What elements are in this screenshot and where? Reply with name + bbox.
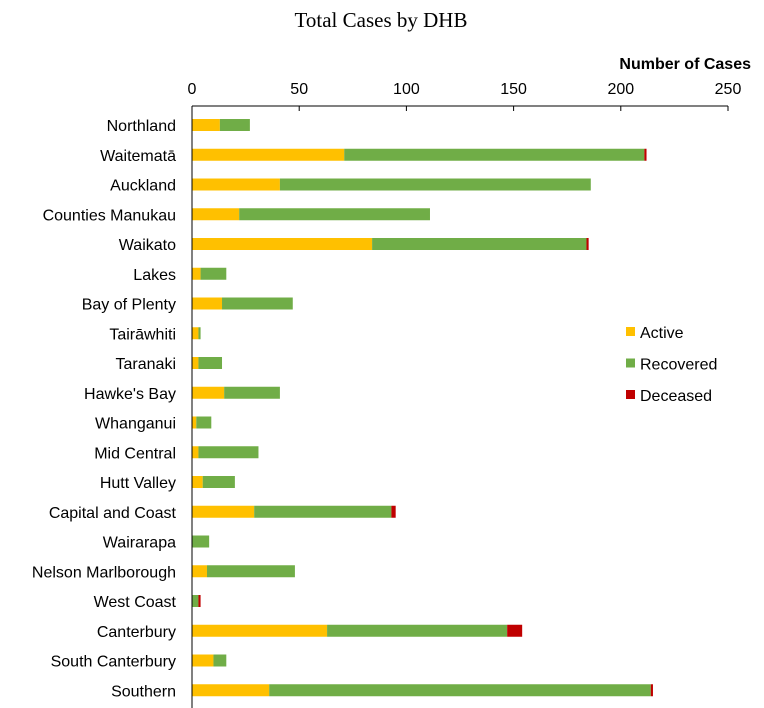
category-label: Waitematā bbox=[100, 148, 176, 165]
bar-active-6 bbox=[192, 297, 223, 310]
bar-deceased-19 bbox=[650, 684, 653, 697]
bar-recovered-2 bbox=[279, 178, 591, 191]
bar-deceased-13 bbox=[391, 505, 396, 518]
bar-active-17 bbox=[192, 624, 328, 637]
bar-recovered-16 bbox=[192, 595, 199, 607]
category-label: Waikato bbox=[119, 237, 176, 254]
bar-active-1 bbox=[192, 148, 345, 161]
legend-swatch-active bbox=[626, 327, 635, 336]
category-label: Tairāwhiti bbox=[109, 326, 176, 343]
bar-recovered-13 bbox=[254, 505, 392, 518]
legend-label-recovered: Recovered bbox=[640, 357, 717, 374]
bar-deceased-4 bbox=[586, 238, 589, 250]
x-axis: 0 50 100 150 200 250 bbox=[188, 81, 742, 111]
bar-active-19 bbox=[192, 684, 270, 697]
category-label: Counties Manukau bbox=[43, 207, 176, 224]
category-label: Nelson Marlborough bbox=[32, 564, 176, 581]
bar-active-9 bbox=[192, 386, 225, 399]
bar-recovered-11 bbox=[198, 446, 259, 459]
bar-active-12 bbox=[192, 476, 203, 488]
bar-active-8 bbox=[192, 357, 199, 369]
category-label: Hutt Valley bbox=[100, 475, 176, 492]
x-tick-label: 250 bbox=[715, 81, 742, 98]
category-label: Lakes bbox=[133, 267, 176, 284]
bar-recovered-14 bbox=[192, 535, 210, 548]
bar-active-18 bbox=[192, 654, 214, 667]
category-label: West Coast bbox=[94, 594, 177, 611]
bar-recovered-19 bbox=[269, 684, 651, 697]
legend: Active Recovered Deceased bbox=[626, 325, 717, 405]
bar-recovered-0 bbox=[219, 119, 250, 131]
category-label: Bay of Plenty bbox=[82, 297, 176, 314]
category-label: Hawke's Bay bbox=[84, 386, 176, 403]
bar-recovered-6 bbox=[222, 297, 293, 310]
bar-active-7 bbox=[192, 327, 199, 340]
bars bbox=[192, 119, 653, 697]
x-tick-label: 0 bbox=[188, 81, 197, 98]
x-tick-label: 150 bbox=[500, 81, 527, 98]
bar-active-0 bbox=[192, 119, 220, 131]
bar-recovered-17 bbox=[327, 624, 508, 637]
bar-recovered-12 bbox=[202, 476, 235, 488]
bar-recovered-4 bbox=[372, 238, 587, 250]
bar-recovered-3 bbox=[239, 208, 430, 221]
legend-swatch-deceased bbox=[626, 390, 635, 399]
bar-deceased-16 bbox=[198, 595, 201, 607]
bar-recovered-15 bbox=[207, 565, 295, 578]
bar-deceased-17 bbox=[507, 624, 523, 637]
legend-label-deceased: Deceased bbox=[640, 388, 712, 405]
bar-active-2 bbox=[192, 178, 280, 191]
bar-recovered-7 bbox=[198, 327, 201, 340]
category-label: Mid Central bbox=[94, 445, 176, 462]
x-axis-title: Number of Cases bbox=[619, 56, 751, 73]
category-label: Whanganui bbox=[95, 416, 176, 433]
bar-recovered-5 bbox=[200, 267, 227, 280]
bar-active-11 bbox=[192, 446, 199, 459]
category-label: Southern bbox=[111, 683, 176, 700]
category-label: South Canterbury bbox=[51, 654, 176, 671]
legend-label-active: Active bbox=[640, 325, 684, 342]
category-label: Northland bbox=[107, 118, 176, 135]
bar-active-10 bbox=[192, 416, 197, 429]
bar-active-5 bbox=[192, 267, 201, 280]
bar-active-13 bbox=[192, 505, 255, 518]
bar-active-15 bbox=[192, 565, 208, 578]
legend-swatch-recovered bbox=[626, 358, 635, 368]
bar-active-3 bbox=[192, 208, 240, 221]
category-label: Canterbury bbox=[97, 624, 176, 641]
category-label: Auckland bbox=[110, 178, 176, 195]
bar-recovered-18 bbox=[213, 654, 227, 667]
bar-active-4 bbox=[192, 238, 373, 250]
category-label: Capital and Coast bbox=[49, 505, 177, 522]
bar-deceased-1 bbox=[644, 148, 647, 161]
category-label: Taranaki bbox=[116, 356, 176, 373]
x-tick-label: 100 bbox=[393, 81, 420, 98]
category-label: Wairarapa bbox=[103, 535, 176, 552]
x-tick-label: 50 bbox=[290, 81, 308, 98]
bar-recovered-10 bbox=[196, 416, 212, 429]
chart-title: Total Cases by DHB bbox=[295, 8, 468, 32]
category-labels: Northland Waitematā Auckland Counties Manuk… bbox=[32, 118, 177, 700]
bar-recovered-1 bbox=[344, 148, 645, 161]
bar-recovered-8 bbox=[198, 357, 223, 369]
bar-recovered-9 bbox=[224, 386, 280, 399]
x-tick-label: 200 bbox=[607, 81, 634, 98]
